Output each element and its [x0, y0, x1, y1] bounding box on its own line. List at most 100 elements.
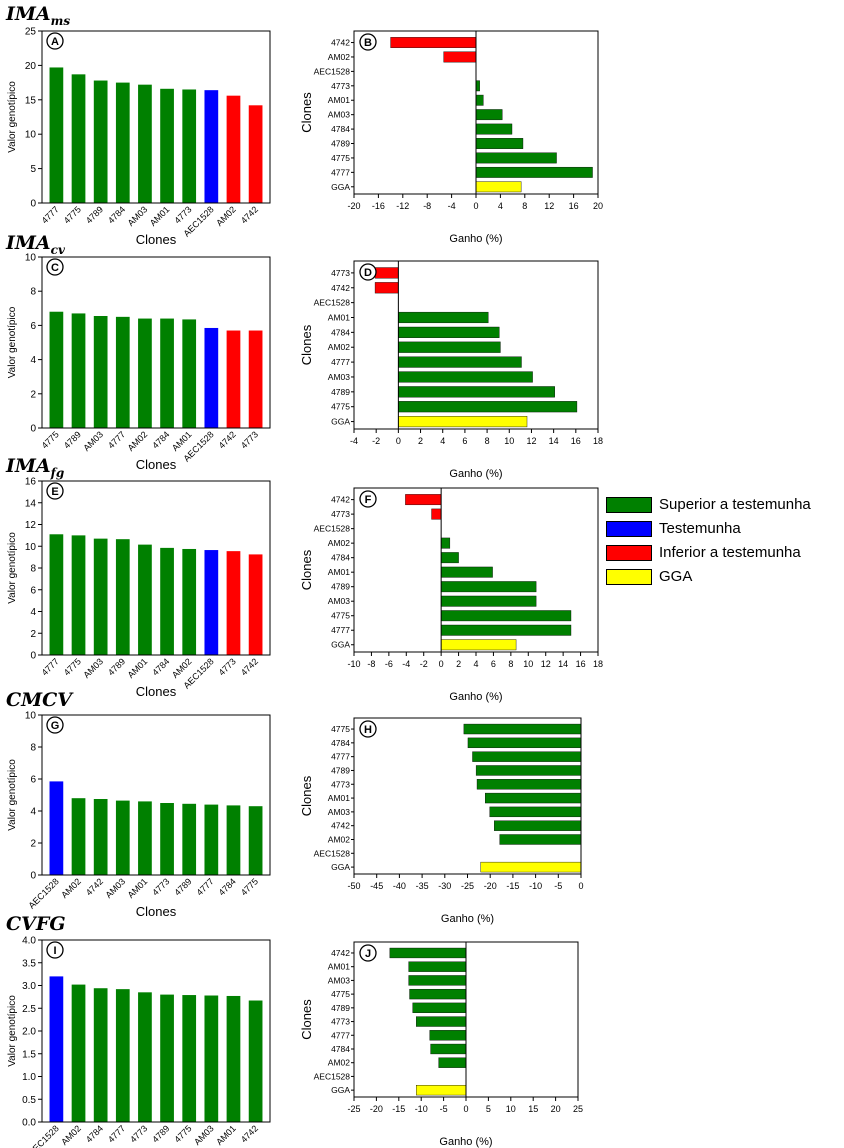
y-axis-label: Valor genotípico	[7, 81, 18, 153]
bar	[182, 319, 197, 428]
x-axis-label: Ganho (%)	[449, 691, 502, 703]
y-tick-label: GGA	[331, 417, 350, 427]
y-tick-label: AEC1528	[314, 66, 351, 76]
x-tick-label: -5	[440, 1104, 448, 1114]
y-tick-label: 5	[30, 164, 36, 175]
x-tick-label: -50	[347, 881, 360, 891]
y-tick-label: AM01	[328, 312, 350, 322]
y-tick-label: 10	[25, 130, 37, 141]
y-tick-label: 1.5	[22, 1049, 36, 1060]
x-axis-label: Clones	[136, 457, 177, 472]
y-tick-label: 0.5	[22, 1095, 36, 1106]
y-tick-label: 3.5	[22, 958, 36, 969]
x-tick-label: 8	[485, 436, 490, 446]
panel-badge	[359, 944, 377, 962]
legend-item: GGA	[606, 565, 811, 588]
x-tick-label: 4789	[84, 204, 105, 225]
bar	[398, 371, 533, 383]
y-tick-label: 6	[30, 585, 36, 596]
y-tick-label: 20	[25, 61, 37, 72]
x-tick-label: AM03	[192, 1123, 216, 1147]
bar	[93, 988, 108, 1122]
x-tick-label: 4742	[217, 429, 238, 450]
panel-letter: D	[364, 267, 372, 279]
bar	[398, 356, 522, 368]
x-axis-label: Clones	[136, 684, 177, 699]
bar	[248, 1000, 263, 1122]
bar	[467, 737, 582, 749]
panel-badge	[46, 941, 64, 959]
x-tick-label: 0	[396, 436, 401, 446]
bar	[71, 798, 86, 875]
panel-badge	[359, 490, 377, 508]
bar	[475, 80, 480, 92]
bar	[412, 1002, 467, 1013]
x-tick-label: 20	[593, 201, 603, 211]
x-tick-label: -4	[350, 436, 358, 446]
legend-label: Testemunha	[659, 520, 741, 537]
panel-letter: C	[51, 262, 59, 274]
y-tick-label: 4775	[331, 611, 350, 621]
bar	[440, 610, 572, 622]
y-tick-label: 0.0	[22, 1118, 36, 1129]
bar	[416, 1085, 467, 1096]
y-tick-label: 4742	[331, 821, 350, 831]
x-tick-label: AM02	[59, 876, 83, 900]
x-tick-label: -8	[367, 659, 375, 669]
bar	[204, 995, 219, 1122]
y-tick-label: AM03	[328, 807, 350, 817]
y-tick-label: AM02	[328, 52, 350, 62]
x-tick-label: AM02	[214, 204, 238, 228]
y-tick-label: 15	[25, 95, 37, 106]
y-tick-label: AEC1528	[314, 524, 351, 534]
bar	[430, 1043, 467, 1055]
y-tick-label: 4775	[331, 402, 350, 412]
x-axis-label: Ganho (%)	[441, 913, 494, 925]
x-tick-label: -10	[529, 881, 542, 891]
bar	[440, 639, 517, 651]
x-tick-label: AM01	[126, 656, 150, 680]
y-tick-label: 1.0	[22, 1072, 36, 1083]
y-axis-label: Valor genotípico	[7, 532, 18, 604]
x-tick-label: 8	[522, 201, 527, 211]
bar	[248, 105, 263, 203]
x-tick-label: -12	[396, 201, 409, 211]
y-tick-label: AM01	[328, 95, 350, 105]
bar	[485, 792, 582, 804]
bar	[182, 89, 197, 203]
bar	[416, 1016, 467, 1027]
bar	[115, 989, 130, 1122]
x-tick-label: -35	[416, 881, 429, 891]
bar	[182, 548, 197, 655]
bar	[438, 1057, 467, 1068]
bar	[475, 123, 513, 135]
y-tick-label: 8	[30, 743, 36, 754]
bar	[93, 799, 108, 875]
x-axis-label: Clones	[136, 904, 177, 919]
y-axis-label: Valor genotípico	[7, 306, 18, 378]
y-tick-label: 14	[25, 498, 37, 509]
x-tick-label: 10	[506, 1104, 516, 1114]
y-axis-label: Clones	[299, 92, 314, 133]
bar	[226, 995, 241, 1122]
y-tick-label: 4784	[331, 1044, 350, 1054]
legend-item: Testemunha	[606, 517, 811, 540]
y-tick-label: AM02	[328, 1058, 350, 1068]
bar	[182, 995, 197, 1122]
y-tick-label: 4775	[331, 724, 350, 734]
y-tick-label: 6	[30, 321, 36, 332]
bar	[475, 138, 524, 149]
x-tick-label: -4	[402, 659, 410, 669]
x-tick-label: 4775	[239, 876, 260, 897]
title-cmcv: CMCV	[6, 689, 73, 711]
x-tick-label: 18	[593, 659, 603, 669]
y-tick-label: 12	[25, 520, 37, 531]
panel-badge	[46, 482, 64, 500]
bar	[475, 152, 557, 164]
bar	[408, 975, 467, 986]
plot-frame	[353, 260, 599, 430]
x-tick-label: -2	[420, 659, 428, 669]
bar	[71, 313, 86, 428]
panel-letter: B	[364, 37, 372, 49]
